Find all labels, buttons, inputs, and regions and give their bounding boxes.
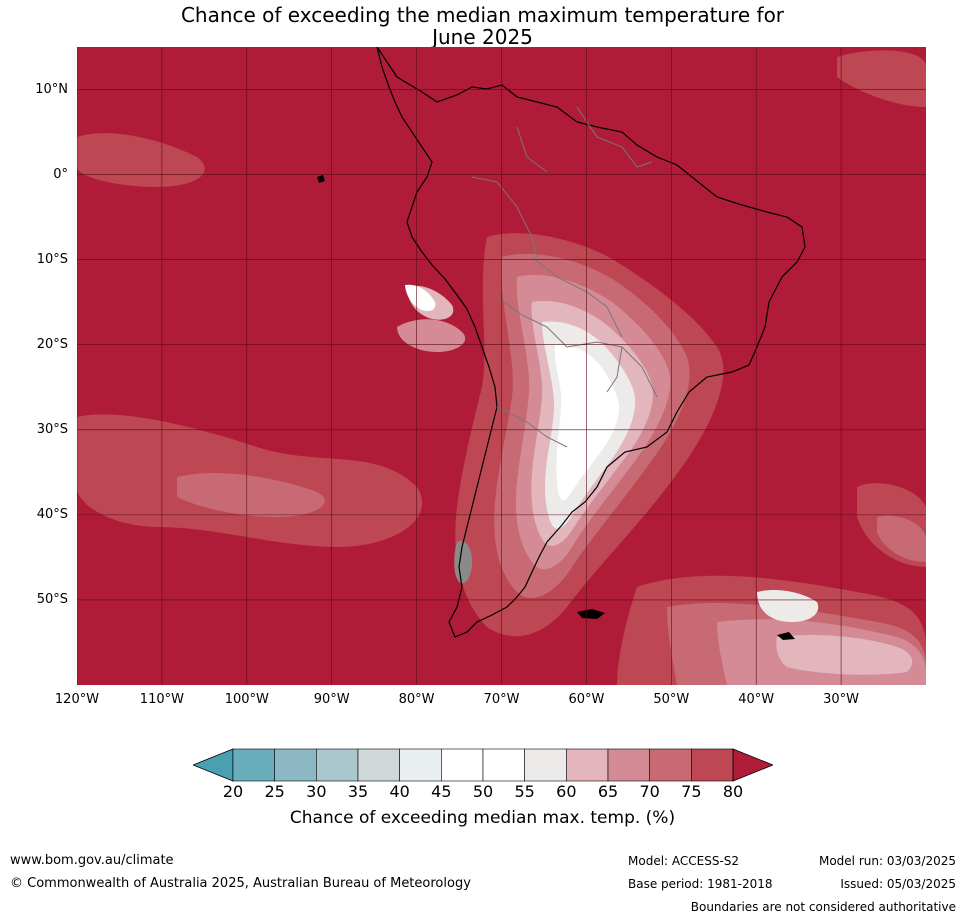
lon-label: 50°W: [653, 692, 690, 707]
map-canvas: [77, 47, 926, 685]
galapagos: [317, 175, 325, 183]
website-link[interactable]: www.bom.gov.au/climate: [10, 853, 174, 868]
colorbar-tick-label: 40: [389, 782, 410, 801]
lon-label: 60°W: [568, 692, 605, 707]
colorbar-below-arrow: [193, 748, 234, 782]
colorbar-tick-label: 55: [514, 782, 535, 801]
lon-label: 40°W: [738, 692, 775, 707]
colorbar-bin: [232, 748, 275, 782]
colorbar-bin: [649, 748, 692, 782]
lat-label: 40°S: [36, 506, 68, 522]
colorbar-bin: [316, 748, 359, 782]
lon-label: 80°W: [398, 692, 435, 707]
colorbar-tick-label: 20: [222, 782, 244, 801]
lon-label: 120°W: [54, 692, 100, 707]
lat-label: 30°S: [36, 421, 68, 437]
coastline-south-america: [376, 47, 806, 638]
base-period: Base period: 1981-2018: [628, 877, 773, 891]
colorbar-tick-label: 30: [306, 782, 327, 801]
title-line-2: June 2025: [432, 25, 533, 49]
colorbar-bin: [441, 748, 484, 782]
issued-date: Issued: 05/03/2025: [840, 877, 956, 891]
colorbar-bin: [566, 748, 609, 782]
lat-label: 20°S: [36, 336, 68, 352]
lat-label: 0°: [53, 166, 68, 182]
colorbar-tick-label: 70: [639, 782, 660, 801]
lat-label: 10°N: [35, 81, 68, 97]
colorbar-tick-label: 25: [264, 782, 285, 801]
map-gridlines: [77, 47, 926, 685]
colorbar-tick-label: 50: [472, 782, 494, 801]
falkland-islands: [577, 609, 605, 619]
colorbar-above-arrow: [732, 748, 773, 782]
colorbar-bin: [274, 748, 317, 782]
colorbar-tick-label: 80: [722, 782, 744, 801]
colorbar-tick-label: 60: [556, 782, 577, 801]
lat-label: 10°S: [36, 251, 68, 267]
boundaries-disclaimer: Boundaries are not considered authoritat…: [690, 900, 956, 914]
lon-label: 100°W: [224, 692, 269, 707]
lon-label: 110°W: [139, 692, 184, 707]
lat-label: 50°S: [36, 591, 68, 607]
colorbar-bin: [691, 748, 734, 782]
south-georgia: [777, 632, 795, 640]
colorbar-tick-label: 75: [681, 782, 702, 801]
title-line-1: Chance of exceeding the median maximum t…: [180, 3, 785, 27]
band-65-70: [397, 274, 926, 685]
lon-label: 90°W: [313, 692, 350, 707]
colorbar-bin: [524, 748, 567, 782]
colorbar-bin: [399, 748, 442, 782]
colorbar-tick-label: 65: [597, 782, 619, 801]
colorbar-bin: [357, 748, 400, 782]
copyright-text: © Commonwealth of Australia 2025, Austra…: [10, 876, 471, 891]
probability-map: [77, 47, 926, 685]
lon-label: 30°W: [823, 692, 860, 707]
colorbar-label: Chance of exceeding median max. temp. (%…: [289, 808, 676, 828]
model-run-date: Model run: 03/03/2025: [818, 854, 956, 868]
southern-andes-patch: [454, 540, 472, 584]
colorbar-tick-label: 45: [431, 782, 452, 801]
model-name: Model: ACCESS-S2: [628, 854, 740, 868]
colorbar: [193, 748, 773, 782]
lon-label: 70°W: [483, 692, 520, 707]
map-title: Chance of exceeding the median maximum t…: [0, 4, 965, 48]
colorbar-bin: [607, 748, 650, 782]
colorbar-bin: [482, 748, 525, 782]
colorbar-tick-label: 35: [347, 782, 369, 801]
